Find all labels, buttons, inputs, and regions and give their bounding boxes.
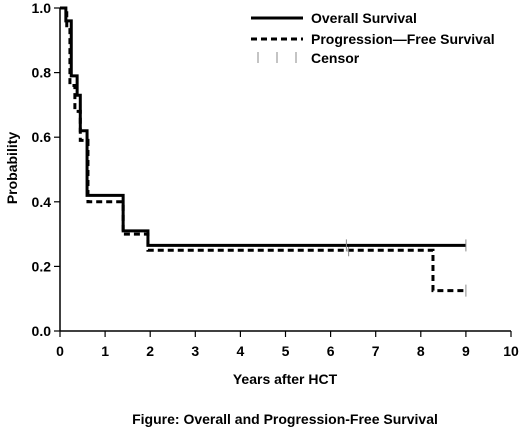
legend-censor-label: Censor	[311, 50, 360, 66]
series-layer	[60, 6, 467, 297]
y-tick-label: 0.8	[32, 65, 52, 81]
x-tick-label: 5	[282, 343, 290, 359]
y-tick-label: 0.6	[32, 129, 52, 145]
x-axis-title: Years after HCT	[233, 371, 338, 387]
ticks-layer: 0 1 2 3 4 5 6 7 8 9 10 0.0 0.2 0.4 0.6 0.8 1.0	[32, 0, 519, 359]
x-tick-label: 2	[146, 343, 154, 359]
x-tick-label: 7	[372, 343, 380, 359]
figure-caption: Figure: Overall and Progression-Free Sur…	[132, 411, 438, 427]
y-tick-label: 1.0	[32, 0, 52, 16]
axes-layer	[59, 8, 511, 332]
y-axis-title: Probability	[4, 132, 20, 205]
y-tick-label: 0.0	[32, 323, 52, 339]
x-tick-label: 10	[503, 343, 519, 359]
overall-survival-line	[60, 6, 466, 247]
x-tick-label: 3	[191, 343, 199, 359]
x-tick-label: 8	[417, 343, 425, 359]
legend: Overall Survival Progression—Free Surviv…	[251, 10, 495, 66]
legend-overall-label: Overall Survival	[311, 10, 417, 26]
x-tick-label: 6	[327, 343, 335, 359]
pfs-line	[60, 6, 466, 293]
legend-censor-swatch	[257, 52, 297, 63]
x-tick-label: 1	[101, 343, 109, 359]
x-tick-label: 0	[56, 343, 64, 359]
x-tick-label: 9	[462, 343, 470, 359]
y-tick-label: 0.2	[32, 258, 52, 274]
x-tick-label: 4	[237, 343, 245, 359]
legend-pfs-label: Progression—Free Survival	[311, 31, 495, 47]
y-tick-label: 0.4	[32, 194, 52, 210]
